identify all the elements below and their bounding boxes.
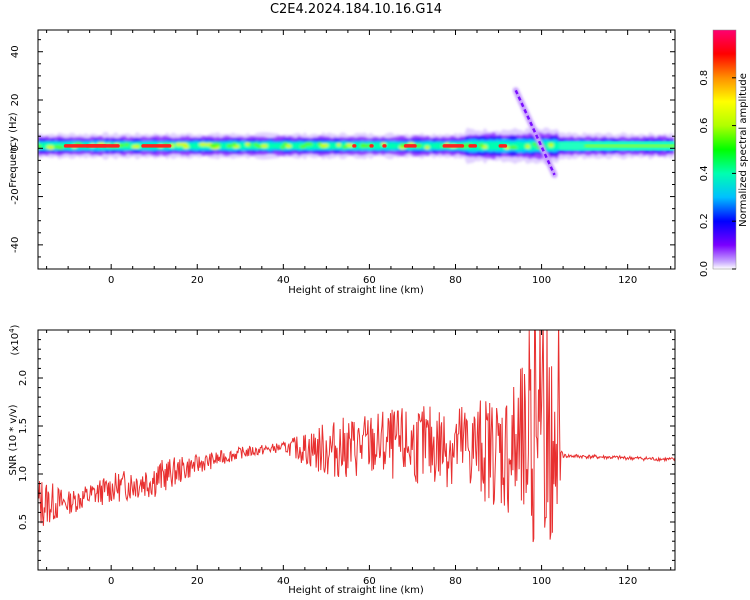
y-tick-label: -40	[10, 237, 21, 253]
x-tick-label: 80	[449, 576, 462, 587]
band-speckle	[253, 142, 259, 147]
y-tick-label: -20	[10, 188, 21, 204]
spectrogram-ylabel: Frequency (Hz)	[8, 112, 19, 188]
band-speckle	[124, 142, 130, 147]
diagonal-streak	[514, 89, 556, 176]
x-tick-label: 40	[277, 576, 290, 587]
colorbar-tick-label: 0.8	[699, 70, 710, 86]
snr-series-line	[38, 330, 675, 543]
spectrogram-band	[38, 87, 675, 178]
band-speckle	[245, 142, 250, 147]
band-speckle	[131, 144, 141, 149]
x-tick-label: 60	[363, 576, 376, 587]
y-tick-label: 2.0	[18, 370, 29, 386]
band-speckle	[118, 143, 125, 148]
band-peak	[498, 144, 508, 148]
band-peak	[442, 144, 465, 148]
x-tick-label: 20	[191, 275, 204, 286]
y-tick-label: 1.5	[18, 418, 29, 434]
spectrogram-panel: 0 20 40 60 80 100 120 -40 -20 0 20 40 Height of str…	[8, 29, 676, 296]
spectrogram-xlabel: Height of straight line (km)	[288, 285, 424, 296]
spectrogram-frame	[37, 29, 676, 270]
snr-ylabel: SNR (10 * v/v)	[8, 404, 19, 475]
spectrogram-ticks: 0 20 40 60 80 100 120 -40 -20 0 20 40	[10, 30, 675, 286]
colorbar: 0.0 0.2 0.4 0.6 0.8 Normalized spectral ampl…	[699, 29, 749, 277]
band-speckle	[38, 144, 42, 149]
y-tick-label: 40	[10, 45, 21, 58]
x-tick-label: 40	[277, 275, 290, 286]
band-peak	[352, 144, 357, 148]
band-speckle	[183, 145, 190, 150]
x-tick-label: 20	[191, 576, 204, 587]
band-speckle	[532, 142, 537, 147]
band-speckle	[210, 143, 218, 148]
band-speckle	[280, 145, 285, 150]
band-speckle	[342, 145, 348, 150]
band-peak	[141, 144, 172, 148]
colorbar-tick-label: 0.2	[699, 213, 710, 229]
band-speckle	[260, 143, 268, 148]
colorbar-tick-label: 0.0	[699, 261, 710, 277]
snr-frame	[37, 329, 676, 571]
band-speckle	[336, 142, 341, 147]
x-tick-label: 60	[363, 275, 376, 286]
band-speckle	[257, 144, 262, 149]
band-speckle	[226, 143, 233, 148]
x-tick-label: 100	[532, 576, 551, 587]
band-speckle	[304, 141, 314, 146]
y-tick-label: 1.0	[18, 466, 29, 482]
band-speckle	[323, 143, 328, 148]
x-tick-label: 100	[532, 275, 551, 286]
x-tick-label: 0	[108, 275, 114, 286]
band-peak	[85, 144, 120, 148]
band-tail-core	[584, 144, 675, 148]
figure-title: C2E4.2024.184.10.16.G14	[269, 2, 443, 17]
band-speckle	[525, 144, 531, 149]
y-tick-label: 20	[10, 94, 21, 107]
x-tick-label: 0	[108, 576, 114, 587]
snr-xlabel: Height of straight line (km)	[288, 585, 424, 596]
y-tick-label: 0	[10, 145, 21, 151]
band-speckle	[548, 143, 554, 148]
band-speckle	[48, 145, 55, 150]
x-tick-label: 120	[618, 576, 637, 587]
band-speckle	[198, 142, 208, 147]
x-tick-label: 120	[618, 275, 637, 286]
band-speckle	[509, 145, 518, 150]
band-speckle	[53, 145, 62, 150]
band-speckle	[299, 144, 307, 149]
band-speckle	[346, 143, 352, 148]
band-peak	[382, 144, 387, 148]
snr-panel: 0 20 40 60 80 100 120 0.5 1.0 1.5 2.0 Height of st…	[8, 324, 676, 596]
x-tick-label: 80	[449, 275, 462, 286]
colorbar-ticks: 0.0 0.2 0.4 0.6 0.8	[699, 70, 736, 277]
colorbar-frame	[712, 29, 737, 270]
band-peak	[468, 144, 478, 148]
snr-ticks: 0 20 40 60 80 100 120 0.5 1.0 1.5 2.0	[18, 330, 675, 587]
band-peak	[403, 144, 417, 148]
band-peak	[369, 144, 374, 148]
band-speckle	[482, 145, 488, 150]
colorbar-gradient	[713, 30, 736, 269]
band-speckle	[285, 144, 292, 149]
y-tick-label: 0.5	[18, 514, 29, 530]
band-speckle	[424, 145, 430, 150]
snr-multiplier: (x104)	[8, 324, 21, 355]
colorbar-label: Normalized spectral amplitude	[738, 73, 749, 227]
colorbar-tick-label: 0.4	[699, 165, 710, 181]
band-speckle	[232, 142, 237, 147]
colorbar-tick-label: 0.6	[699, 118, 710, 134]
